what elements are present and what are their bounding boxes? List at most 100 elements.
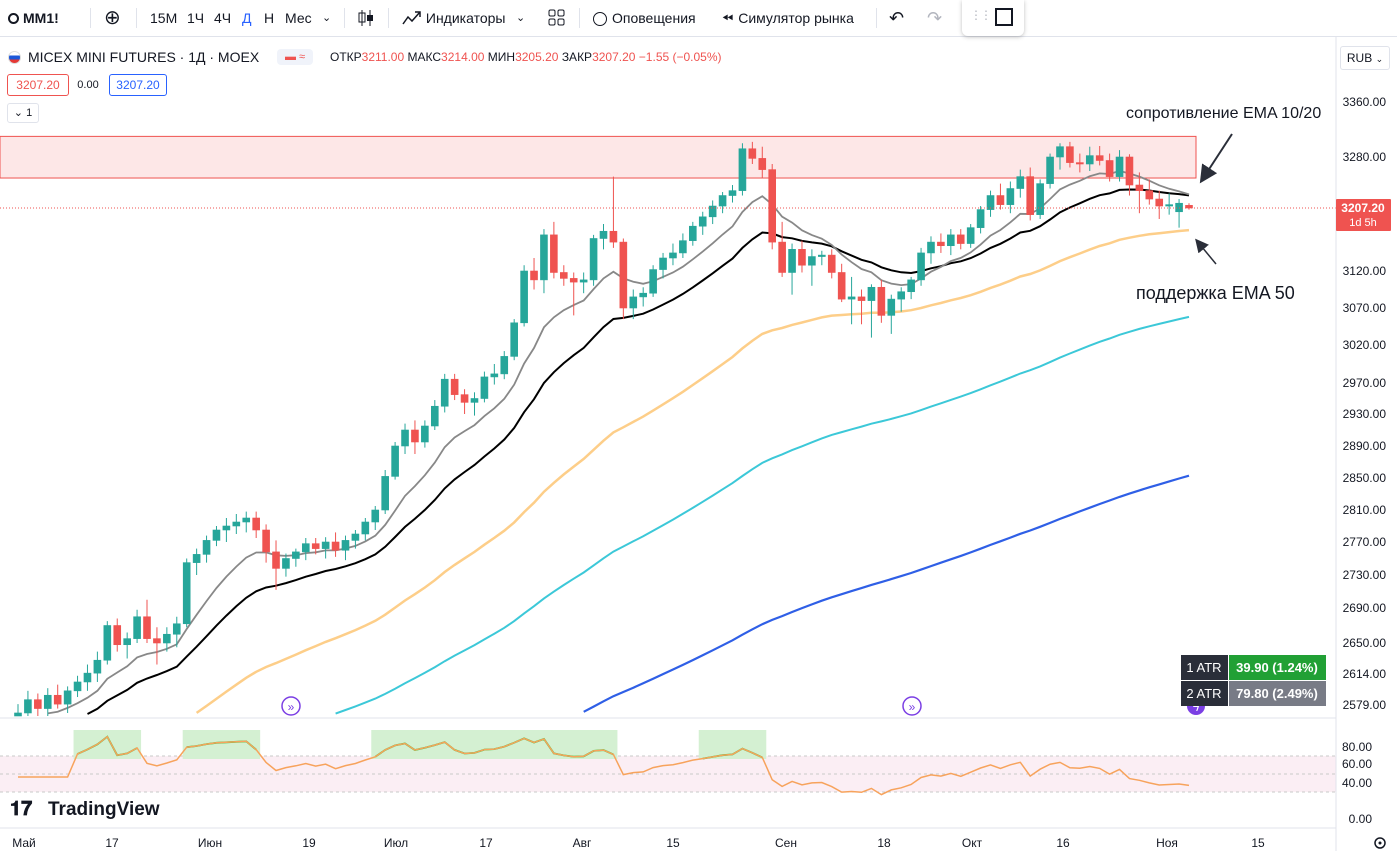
interval-1h[interactable]: 1Ч [187,10,205,26]
candle[interactable] [1026,167,1035,221]
dividend-event-icon[interactable]: » [902,696,922,716]
candle[interactable] [391,442,399,480]
candle[interactable] [589,234,598,286]
candle[interactable] [480,371,489,403]
candle[interactable] [222,518,231,542]
buy-button[interactable]: 3207.20 [109,74,167,96]
dividend-event-icon[interactable]: » [281,696,301,716]
candle[interactable] [579,272,588,294]
candle[interactable] [252,511,260,538]
candle[interactable] [34,693,42,716]
drag-handle-icon[interactable]: ⋮⋮ [970,8,992,22]
symbol-title[interactable]: MICEX MINI FUTURES · 1Д · MOEX [28,49,260,65]
candles-chart-type-icon[interactable] [357,0,375,36]
candle[interactable] [83,664,92,691]
drawing-toolbar-handle[interactable]: ⋮⋮ [962,0,1024,36]
candle[interactable] [947,229,955,256]
ema100-line[interactable] [335,315,1190,715]
candle[interactable] [1036,179,1044,219]
candle[interactable] [282,553,290,577]
undo-icon[interactable]: ↶ [889,8,905,28]
candle[interactable] [847,276,856,325]
candle[interactable] [827,249,836,279]
candle[interactable] [1145,179,1154,205]
symbol-search-button[interactable]: MM1! [8,0,59,36]
resistance-arrow[interactable] [1199,133,1233,184]
candle[interactable] [301,538,310,561]
compare-add-icon[interactable]: ⊕ [104,7,121,29]
redo-icon[interactable]: ↷ [927,8,943,28]
candle[interactable] [470,392,479,416]
candle[interactable] [917,247,925,286]
candle[interactable] [321,537,330,559]
candle[interactable] [937,233,945,253]
candle[interactable] [679,233,687,258]
last-price-tag[interactable] [1336,199,1391,231]
candle[interactable] [63,686,72,713]
candle[interactable] [1175,199,1183,228]
candle[interactable] [877,279,886,323]
candle[interactable] [1056,143,1064,170]
candle[interactable] [212,526,221,547]
candle[interactable] [550,221,558,279]
candle[interactable] [143,599,151,643]
candle[interactable] [411,420,419,454]
candle[interactable] [401,423,409,454]
select-rectangle-icon[interactable] [995,8,1013,26]
candle[interactable] [1135,172,1144,214]
candle[interactable] [927,236,935,264]
candle[interactable] [976,206,985,234]
candle[interactable] [361,518,370,541]
candle[interactable] [639,287,647,307]
candle[interactable] [738,143,747,196]
candle[interactable] [490,364,499,385]
indicators-button[interactable]: Индикаторы [402,0,505,36]
candle[interactable] [768,164,777,250]
candle[interactable] [758,146,767,179]
candle[interactable] [232,514,241,534]
candle[interactable] [887,294,896,334]
candle[interactable] [569,272,578,316]
alerts-button[interactable]: Оповещения [593,0,696,36]
candle[interactable] [53,684,62,709]
layouts-icon[interactable] [548,0,566,36]
sell-button[interactable]: 3207.20 [7,74,69,96]
tradingview-logo[interactable]: 𝟏𝟕 TradingView [10,798,160,820]
candle[interactable] [103,621,112,665]
chart-settings-icon[interactable] [1374,837,1386,849]
candle[interactable] [867,284,876,338]
candle[interactable] [1165,193,1173,215]
candle[interactable] [133,609,141,643]
candle[interactable] [986,190,995,217]
candle[interactable] [718,192,727,214]
candle[interactable] [1155,190,1164,219]
candle[interactable] [272,540,280,590]
interval-week[interactable]: Н [264,10,275,26]
candle[interactable] [649,265,657,297]
candle[interactable] [331,532,340,557]
candle[interactable] [629,289,638,320]
ema200-line[interactable] [583,474,1190,713]
support-arrow[interactable] [1195,238,1217,265]
candle[interactable] [311,538,320,555]
candle[interactable] [728,185,737,203]
candle[interactable] [599,224,608,250]
support-annotation[interactable]: поддержка EMA 50 [1136,283,1295,303]
candle[interactable] [689,221,697,246]
candle[interactable] [43,688,52,716]
candle[interactable] [510,319,518,361]
candle[interactable] [1016,169,1025,198]
indicators-collapse-button[interactable]: ⌄ 1 [7,103,39,123]
ema20-line[interactable] [87,188,1190,715]
candle[interactable] [788,243,796,295]
candle[interactable] [73,675,82,698]
candle[interactable] [381,470,389,514]
candle[interactable] [698,211,707,235]
candle[interactable] [1185,203,1193,210]
candle[interactable] [24,690,32,716]
candle[interactable] [996,183,1005,210]
candle[interactable] [1046,153,1054,189]
candle[interactable] [1085,146,1094,172]
replay-button[interactable]: ⏪︎ Симулятор рынка [722,0,854,36]
